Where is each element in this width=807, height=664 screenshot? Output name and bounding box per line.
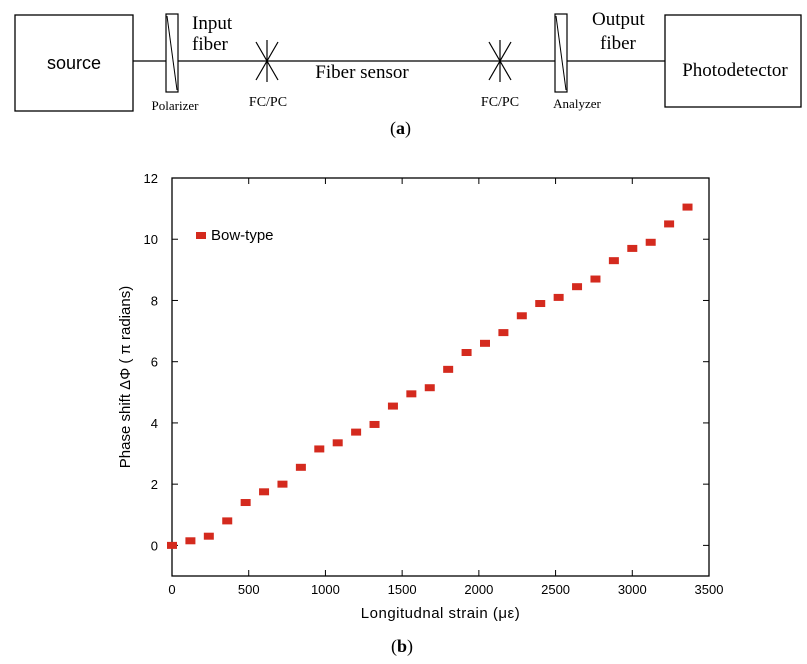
data-point <box>443 365 454 373</box>
photodetector-label: Photodetector <box>682 60 788 81</box>
y-tick-label: 4 <box>151 416 158 431</box>
data-point <box>590 275 601 283</box>
data-point <box>461 349 472 357</box>
data-point <box>203 532 214 540</box>
y-tick-label: 0 <box>151 538 158 553</box>
analyzer-label: Analyzer <box>553 96 601 111</box>
data-point <box>572 283 583 291</box>
y-axis-label: Phase shift ΔΦ ( π radians) <box>117 286 134 468</box>
y-tick-label: 12 <box>144 171 158 186</box>
data-point <box>351 428 362 436</box>
legend-marker <box>196 232 206 239</box>
input-fiber-label-line2: fiber <box>192 34 229 55</box>
data-point <box>259 488 270 496</box>
data-point <box>535 300 546 308</box>
data-point <box>516 312 527 320</box>
x-tick-label: 3000 <box>618 582 647 597</box>
data-point <box>645 238 656 246</box>
connector-left-label: FC/PC <box>249 95 287 110</box>
output-fiber-label-line2: fiber <box>600 33 637 54</box>
data-point <box>185 537 196 545</box>
source-label: source <box>47 53 101 73</box>
connector-right-label: FC/PC <box>481 95 519 110</box>
output-fiber-label-line1: Output <box>592 9 646 30</box>
data-point <box>627 244 638 252</box>
x-tick-label: 1500 <box>388 582 417 597</box>
polarizer-label: Polarizer <box>152 98 200 113</box>
data-point <box>369 420 380 428</box>
y-tick-label: 8 <box>151 293 158 308</box>
data-point <box>479 339 490 347</box>
connector-left-icon <box>255 40 279 82</box>
setup-diagram: source Polarizer Input fiber FC/PC Fiber… <box>14 9 802 113</box>
data-point <box>608 257 619 265</box>
legend-label: Bow-type <box>211 227 274 244</box>
data-point <box>387 402 398 410</box>
photodetector-box <box>664 14 802 108</box>
x-tick-label: 1000 <box>311 582 340 597</box>
plot-frame <box>171 177 710 577</box>
data-point <box>240 499 251 507</box>
data-point <box>295 463 306 471</box>
data-point <box>277 480 288 488</box>
caption-a: (a) <box>390 118 411 138</box>
x-axis-label: Longitudnal strain (με) <box>361 605 520 622</box>
caption-b: (b) <box>391 636 414 656</box>
data-point <box>406 390 417 398</box>
source-box <box>14 14 134 112</box>
data-point <box>222 517 233 525</box>
data-point <box>553 293 564 301</box>
x-tick-label: 3500 <box>695 582 724 597</box>
analyzer-slash <box>555 15 567 91</box>
data-point <box>664 220 675 228</box>
connector-right-icon <box>488 40 512 82</box>
data-point <box>314 445 325 453</box>
data-point <box>332 439 343 447</box>
x-tick-label: 2500 <box>541 582 570 597</box>
data-point <box>498 329 509 337</box>
data-point <box>682 203 693 211</box>
x-tick-label: 2000 <box>464 582 493 597</box>
y-tick-label: 2 <box>151 477 158 492</box>
input-fiber-label-line1: Input <box>192 13 233 34</box>
phase-shift-chart: 0 500 1000 1500 2000 2500 3000 3500 0 2 4 6 8 10 12 Bo… <box>117 171 724 622</box>
y-tick-label: 10 <box>144 232 158 247</box>
polarizer-slash <box>166 15 178 91</box>
y-tick-label: 6 <box>151 355 158 370</box>
data-point <box>424 384 435 392</box>
data-point <box>167 541 177 549</box>
fiber-sensor-label: Fiber sensor <box>315 62 409 83</box>
x-tick-label: 0 <box>168 582 175 597</box>
x-tick-label: 500 <box>238 582 260 597</box>
